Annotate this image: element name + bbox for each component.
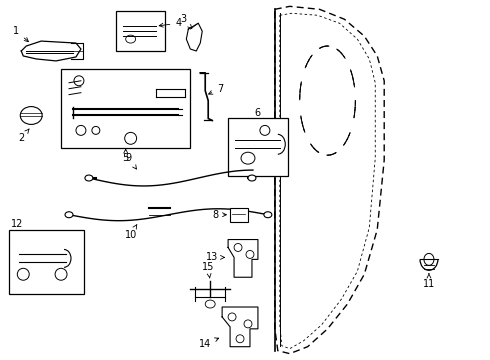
Text: 11: 11 bbox=[423, 274, 435, 289]
Text: 9: 9 bbox=[125, 153, 136, 169]
Text: 12: 12 bbox=[11, 219, 24, 229]
Polygon shape bbox=[228, 239, 258, 277]
Text: 10: 10 bbox=[124, 224, 137, 239]
Text: 14: 14 bbox=[199, 338, 219, 349]
Bar bbox=[116, 11, 166, 51]
Bar bbox=[228, 118, 288, 176]
Text: 2: 2 bbox=[18, 129, 29, 143]
Text: 4: 4 bbox=[159, 18, 181, 28]
Ellipse shape bbox=[248, 175, 256, 181]
Ellipse shape bbox=[65, 212, 73, 218]
Polygon shape bbox=[186, 23, 202, 51]
Bar bbox=[9, 230, 84, 294]
Text: 1: 1 bbox=[13, 26, 28, 42]
Text: 7: 7 bbox=[209, 84, 223, 94]
Text: 15: 15 bbox=[202, 262, 215, 278]
Ellipse shape bbox=[85, 175, 93, 181]
Bar bbox=[61, 69, 190, 148]
Text: 8: 8 bbox=[212, 210, 226, 220]
Text: 3: 3 bbox=[180, 14, 192, 28]
Bar bbox=[230, 208, 248, 222]
Text: 13: 13 bbox=[206, 252, 224, 262]
Ellipse shape bbox=[264, 212, 272, 218]
Text: 5: 5 bbox=[122, 149, 129, 163]
Text: 6: 6 bbox=[255, 108, 261, 117]
Polygon shape bbox=[222, 307, 258, 347]
